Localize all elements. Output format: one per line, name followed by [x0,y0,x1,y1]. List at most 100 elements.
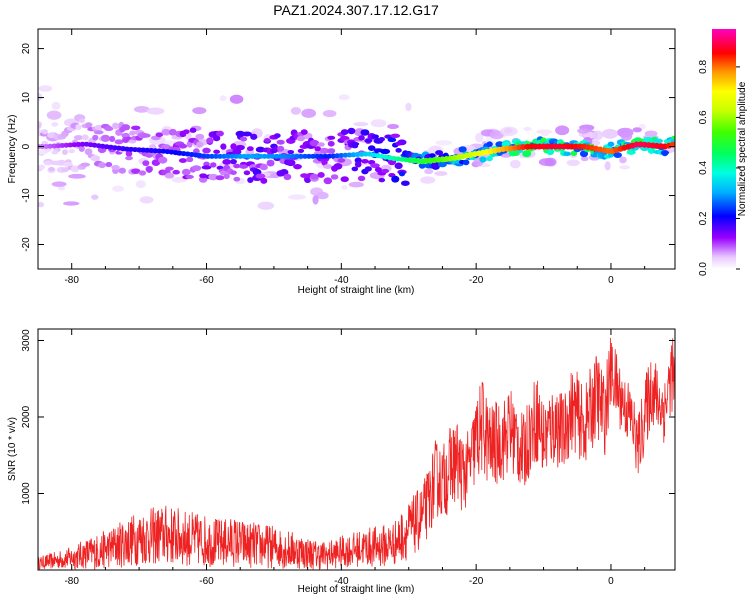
spectrogram-noise-blob [475,132,484,143]
spectrogram-noise-blob [500,126,518,137]
colorbar-tick-label: 0.2 [698,211,709,225]
spectrogram-ytick-label: 0 [21,143,32,149]
spectrogram-cell [118,167,126,174]
snr-ytick-label: 1000 [21,482,32,505]
snr-xtick-label: -60 [199,576,214,587]
snr-ytick-label: 2000 [21,405,32,428]
spectrogram-noise-blob [604,161,611,171]
spectrogram-cell [93,130,104,135]
spectrogram-cell [273,133,281,139]
spectrogram-cell [222,158,232,165]
spectrogram-cell [111,165,120,170]
spectrogram-cell [80,162,91,167]
spectrogram-noise-blob [555,125,570,136]
spectrogram-cell [296,135,305,142]
spectrogram-cell [563,151,572,157]
spectrogram-noise-blob [146,107,165,115]
spectrogram-cell [164,173,175,179]
spectrogram-cell [155,132,164,138]
spectrogram-cell [73,135,83,141]
spectrogram-cell [364,138,373,143]
spectrogram-cell [172,169,180,175]
spectrogram-cell [84,148,93,156]
spectrogram-cell [43,160,53,166]
spectrogram-cell [171,147,181,152]
spectrogram-noise-blob [301,108,317,119]
spectrogram-cell [94,124,103,130]
spectrogram-cell [255,146,266,153]
spectrogram-cell [51,150,59,155]
spectrogram-noise-blob [582,131,596,139]
spectrogram-cell [243,170,251,176]
spectrogram-cell [340,129,349,136]
spectrogram-noise-blob [489,130,504,140]
spectrogram-ytick-label: 20 [21,43,32,55]
spectrogram-cell [357,175,366,182]
spectrogram-noise-blob [405,102,412,112]
spectrogram-cell [210,162,217,168]
spectrogram-cell [240,136,248,142]
spectrogram-noise-blob [290,106,302,115]
snr-ticks: -80 -60 -40 -20 0 1000 2000 3000 [21,329,675,587]
spectrogram-noise-blob [46,110,62,120]
spectrogram-cell [276,139,285,145]
spectrogram-noise-blob [192,107,207,115]
spectrogram-cell [98,161,106,169]
spectrogram-cell [486,156,493,162]
spectrogram-cell [233,176,241,182]
spectrogram-cell [337,158,346,163]
spectrogram-cell [201,165,212,170]
spectrogram-cell [125,150,133,157]
snr-marks [38,337,675,570]
snr-xtick-label: 0 [608,576,614,587]
spectrogram-noise-blob [580,156,589,162]
spectrogram-cell [199,173,208,179]
spectrogram-noise-blob [312,195,319,205]
spectrogram-noise-blob [434,171,448,176]
spectrogram-cell [327,135,336,140]
colorbar-label: Normalized spectral amplitude [737,81,748,216]
spectrogram-noise-blob [139,196,154,204]
spectrogram-cell [109,135,116,143]
spectrogram-cell [81,134,89,141]
spectrogram-noise-blob [387,123,399,130]
spectrogram-cell [374,166,382,173]
spectrogram-cell [255,173,266,179]
spectrogram-cell [129,130,136,136]
spectrogram-noise-blob [133,105,150,113]
spectrogram-noise-blob [38,201,45,208]
colorbar-tick-label: 0.4 [698,161,709,175]
spectrogram-cell [317,172,325,178]
spectrogram-xtick-label: -80 [64,275,79,286]
spectrogram-cell [398,171,406,177]
spectrogram-noise-blob [544,157,557,167]
spectrogram-cell [378,177,386,183]
spectrogram-noise-blob [322,110,337,118]
spectrogram-cell [458,146,467,153]
spectrogram-cell [196,141,204,148]
spectrogram-noise-blob [63,201,80,206]
spectrogram-cell [579,150,589,158]
spectrogram-cell [391,175,400,183]
spectrogram-cell [367,145,376,151]
spectrogram-cell [51,122,59,127]
spectrogram-cell [319,147,330,154]
spectrogram-noise-blob [288,194,307,200]
spectrogram-cell [486,141,493,147]
spectrogram-noise-blob [68,173,86,179]
spectrogram-noise-blob [57,186,66,191]
spectrogram-ytick-label: -10 [21,188,32,203]
spectrogram-cell [131,168,141,174]
spectrogram-cell [323,164,333,169]
spectrogram-noise-blob [38,85,53,92]
spectrogram-cell [145,166,153,173]
spectrogram-noise-blob [353,122,369,127]
spectrogram-noise-blob [577,128,590,134]
snr-line [38,337,675,570]
spectrogram-cell [495,141,505,148]
spectrogram-ytick-label: 10 [21,92,32,104]
spectrogram-cell [131,125,141,131]
spectrogram-cell [235,144,245,151]
spectrogram-cell [185,174,194,179]
spectrogram-cell [462,159,470,166]
